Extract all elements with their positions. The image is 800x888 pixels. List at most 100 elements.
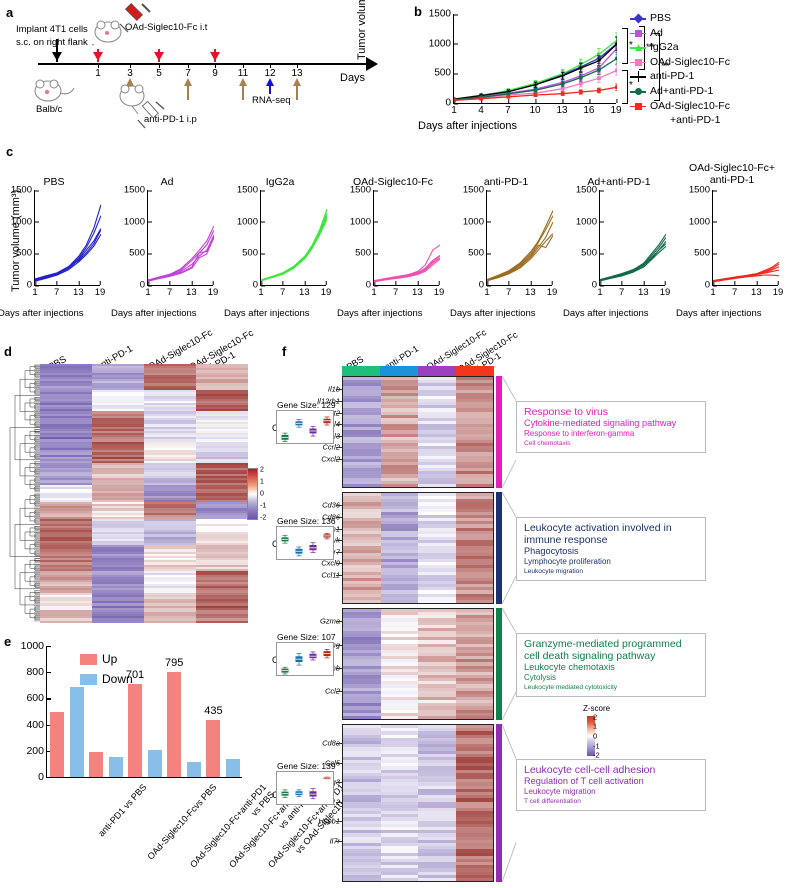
panel-f-heatmap-cell <box>343 725 381 729</box>
panel-d-heatmap-cell <box>40 571 92 574</box>
panel-c-y-tick: 0 <box>705 280 718 291</box>
panel-d-heatmap-cell <box>144 519 196 522</box>
panel-f-heatmap-cell <box>418 499 456 503</box>
panel-f-gene-size-label: Gene Size: 107 <box>277 631 336 642</box>
panel-f-heatmap-cell <box>418 424 456 428</box>
panel-d-heatmap-cell <box>40 560 92 563</box>
panel-b-x-tick: 7 <box>505 99 511 116</box>
legend-item-down[interactable]: Down <box>80 672 133 686</box>
panel-d-heatmap-cell <box>144 510 196 513</box>
panel-c-subplot-title: PBS <box>43 176 65 188</box>
panel-f-heatmap-cell <box>455 849 493 853</box>
panel-f-heatmap-cell <box>455 659 493 663</box>
panel-f-heatmap-cell <box>418 543 456 547</box>
panel-c-x-axis-label: Days after injections <box>563 308 649 319</box>
panel-d-heatmap-cell <box>196 424 248 427</box>
panel-f-heatmap-cell <box>455 776 493 780</box>
panel-f-gene-leader-line <box>336 821 342 823</box>
panel-f-heatmap-cell <box>418 656 456 660</box>
panel-f-heatmap-cell <box>418 609 456 613</box>
panel-f-heatmap-cell <box>380 452 418 456</box>
panel-d-heatmap-cell <box>40 564 92 567</box>
panel-f-heatmap-cell <box>455 574 493 578</box>
panel-f-heatmap-cell <box>455 590 493 594</box>
legend-item-ad-anti-pd-1[interactable]: Ad+anti-PD-1 <box>630 85 730 99</box>
panel-d-heatmap-cell <box>144 372 196 375</box>
panel-f-gene-leader-line <box>336 782 342 784</box>
panel-d-heatmap-cell <box>40 476 92 479</box>
legend-item-oad-siglec10-fc-anti-pd-1[interactable]: OAd-Siglec10-Fc <box>630 100 730 114</box>
legend-item-anti-pd-1[interactable]: anti-PD-1 <box>630 70 730 84</box>
panel-f-gene-leader-line <box>336 458 342 460</box>
panel-f-heatmap-cell <box>418 681 456 685</box>
panel-f-heatmap-cell <box>418 769 456 773</box>
panel-d-heatmap-cell <box>196 404 248 408</box>
panel-f-heatmap-cell <box>380 836 418 840</box>
panel-d-heatmap-cell <box>40 566 92 569</box>
syringe-ip-icon <box>137 100 165 129</box>
panel-d-heatmap-cell <box>92 417 144 421</box>
panel-f-heatmap-cell <box>418 827 456 831</box>
legend-item-ad[interactable]: Ad <box>630 27 730 41</box>
panel-f-heatmap-cell <box>380 858 418 863</box>
panel-c-x-tick: 19 <box>94 281 106 298</box>
panel-f-heatmap-cell <box>380 408 418 412</box>
zscore-tick: 0 <box>593 731 598 741</box>
panel-f-heatmap-cell <box>455 468 493 472</box>
panel-f-heatmap-cell <box>380 417 418 421</box>
panel-b-y-tick: 1500 <box>429 9 459 20</box>
panel-d-heatmap-cell <box>196 586 248 589</box>
panel-c-series-canvas <box>35 204 101 282</box>
panel-d-heatmap-cell <box>196 575 248 578</box>
panel-c-y-tick: 0 <box>592 280 605 291</box>
panel-d-heatmap-cell <box>196 555 248 559</box>
panel-f-heatmap-cell <box>343 763 381 767</box>
boxplot-canvas <box>281 416 331 442</box>
timeline-tick <box>243 63 244 68</box>
legend-item-oad-siglec10-fc[interactable]: OAd-Siglec10-Fc <box>630 56 730 70</box>
panel-d-heatmap-cell <box>92 547 144 550</box>
panel-f-heatmap-cell <box>455 518 493 522</box>
panel-f-heatmap-column <box>380 377 418 487</box>
panel-d-heatmap-cell <box>196 428 248 431</box>
panel-d-heatmap-cell <box>92 504 144 507</box>
panel-f-heatmap-cell <box>343 643 381 647</box>
panel-d-heatmap-cell <box>40 568 92 571</box>
panel-d-heatmap-cell <box>196 545 248 548</box>
panel-f-heatmap-cell <box>455 480 493 484</box>
panel-d-deg-heatmap: d PBS anti-PD-1 OAd-Siglec10-Fc OAd-Sigl… <box>0 327 280 630</box>
panel-f-heatmap-cell <box>380 656 418 660</box>
panel-f-heatmap-cell <box>455 420 493 425</box>
panel-f-heatmap-cell <box>455 627 493 631</box>
panel-d-heatmap-cell <box>92 491 144 494</box>
panel-f-heatmap-cell <box>380 785 418 789</box>
panel-f-heatmap-cell <box>343 842 381 847</box>
panel-d-heatmap-cell <box>92 366 144 369</box>
panel-d-heatmap-cell <box>92 372 144 375</box>
panel-f-heatmap-cell <box>343 555 381 559</box>
panel-f-gene-leader-line <box>336 742 342 744</box>
timeline-day-label: 12 <box>264 68 276 79</box>
panel-d-heatmap-cell <box>144 525 196 528</box>
panel-c-plot-area: 0 500 1000 1500 1 7 13 19 <box>124 185 218 299</box>
panel-f-heatmap-cell <box>380 630 418 635</box>
panel-c-y-tick: 500 <box>242 248 265 259</box>
panel-d-heatmap-cell <box>92 368 144 371</box>
panel-d-heatmap-cell <box>40 555 92 559</box>
panel-d-heatmap-cell <box>40 603 92 606</box>
panel-c-x-tick: 13 <box>525 281 536 298</box>
panel-d-heatmap-cell <box>40 376 92 380</box>
panel-f-heatmap-cell <box>343 693 381 697</box>
panel-d-heatmap-cell <box>92 506 144 509</box>
panel-d-heatmap-cell <box>196 409 248 412</box>
legend-marker-square-icon <box>630 57 646 69</box>
panel-c-y-tick: 0 <box>479 280 492 291</box>
panel-f-heatmap-cell <box>418 728 456 732</box>
panel-d-heatmap-cell <box>196 579 248 582</box>
legend-item-up[interactable]: Up <box>80 652 117 666</box>
legend-item-pbs[interactable]: PBS <box>630 12 730 26</box>
legend-item-igg2a[interactable]: IgG2a <box>630 41 730 55</box>
panel-f-heatmap-cell <box>343 849 381 853</box>
panel-d-heatmap-cell <box>92 389 144 393</box>
panel-f-heatmap-cell <box>380 665 418 669</box>
